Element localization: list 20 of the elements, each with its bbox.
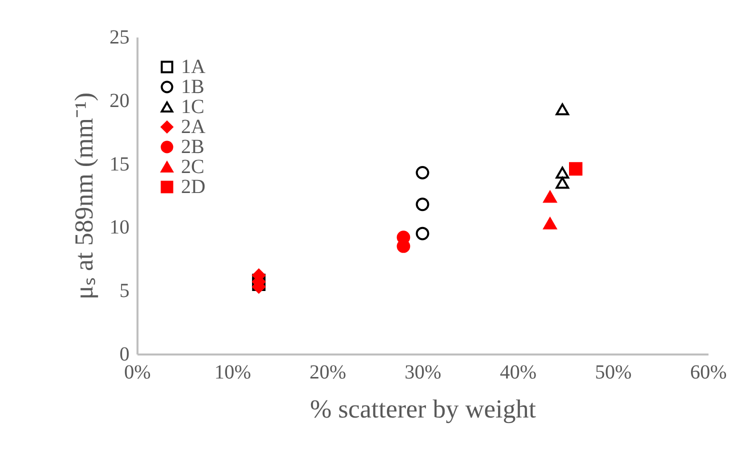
y-tick-label: 15 (110, 153, 130, 176)
legend-label: 2B (181, 136, 204, 158)
x-axis-title: % scatterer by weight (310, 394, 537, 424)
legend-label: 1B (181, 76, 204, 98)
y-axis-title: μₛ at 589nm (mm⁻¹) (70, 92, 98, 300)
y-tick-label: 25 (110, 26, 130, 48)
y-tick-label: 5 (120, 280, 130, 302)
legend-label: 1C (181, 96, 204, 118)
legend-label: 2A (181, 116, 206, 138)
legend-label: 2C (181, 156, 204, 178)
legend-label: 2D (181, 176, 206, 198)
x-tick-label: 20% (309, 362, 346, 384)
y-tick-label: 20 (110, 90, 130, 112)
x-tick-label: 40% (500, 362, 537, 384)
y-tick-label: 10 (110, 216, 130, 239)
x-tick-label: 30% (404, 362, 442, 384)
x-tick-label: 50% (594, 362, 632, 384)
x-tick-label: 60% (690, 362, 727, 384)
x-tick-label: 10% (214, 362, 252, 384)
legend-label: 1A (181, 56, 206, 78)
